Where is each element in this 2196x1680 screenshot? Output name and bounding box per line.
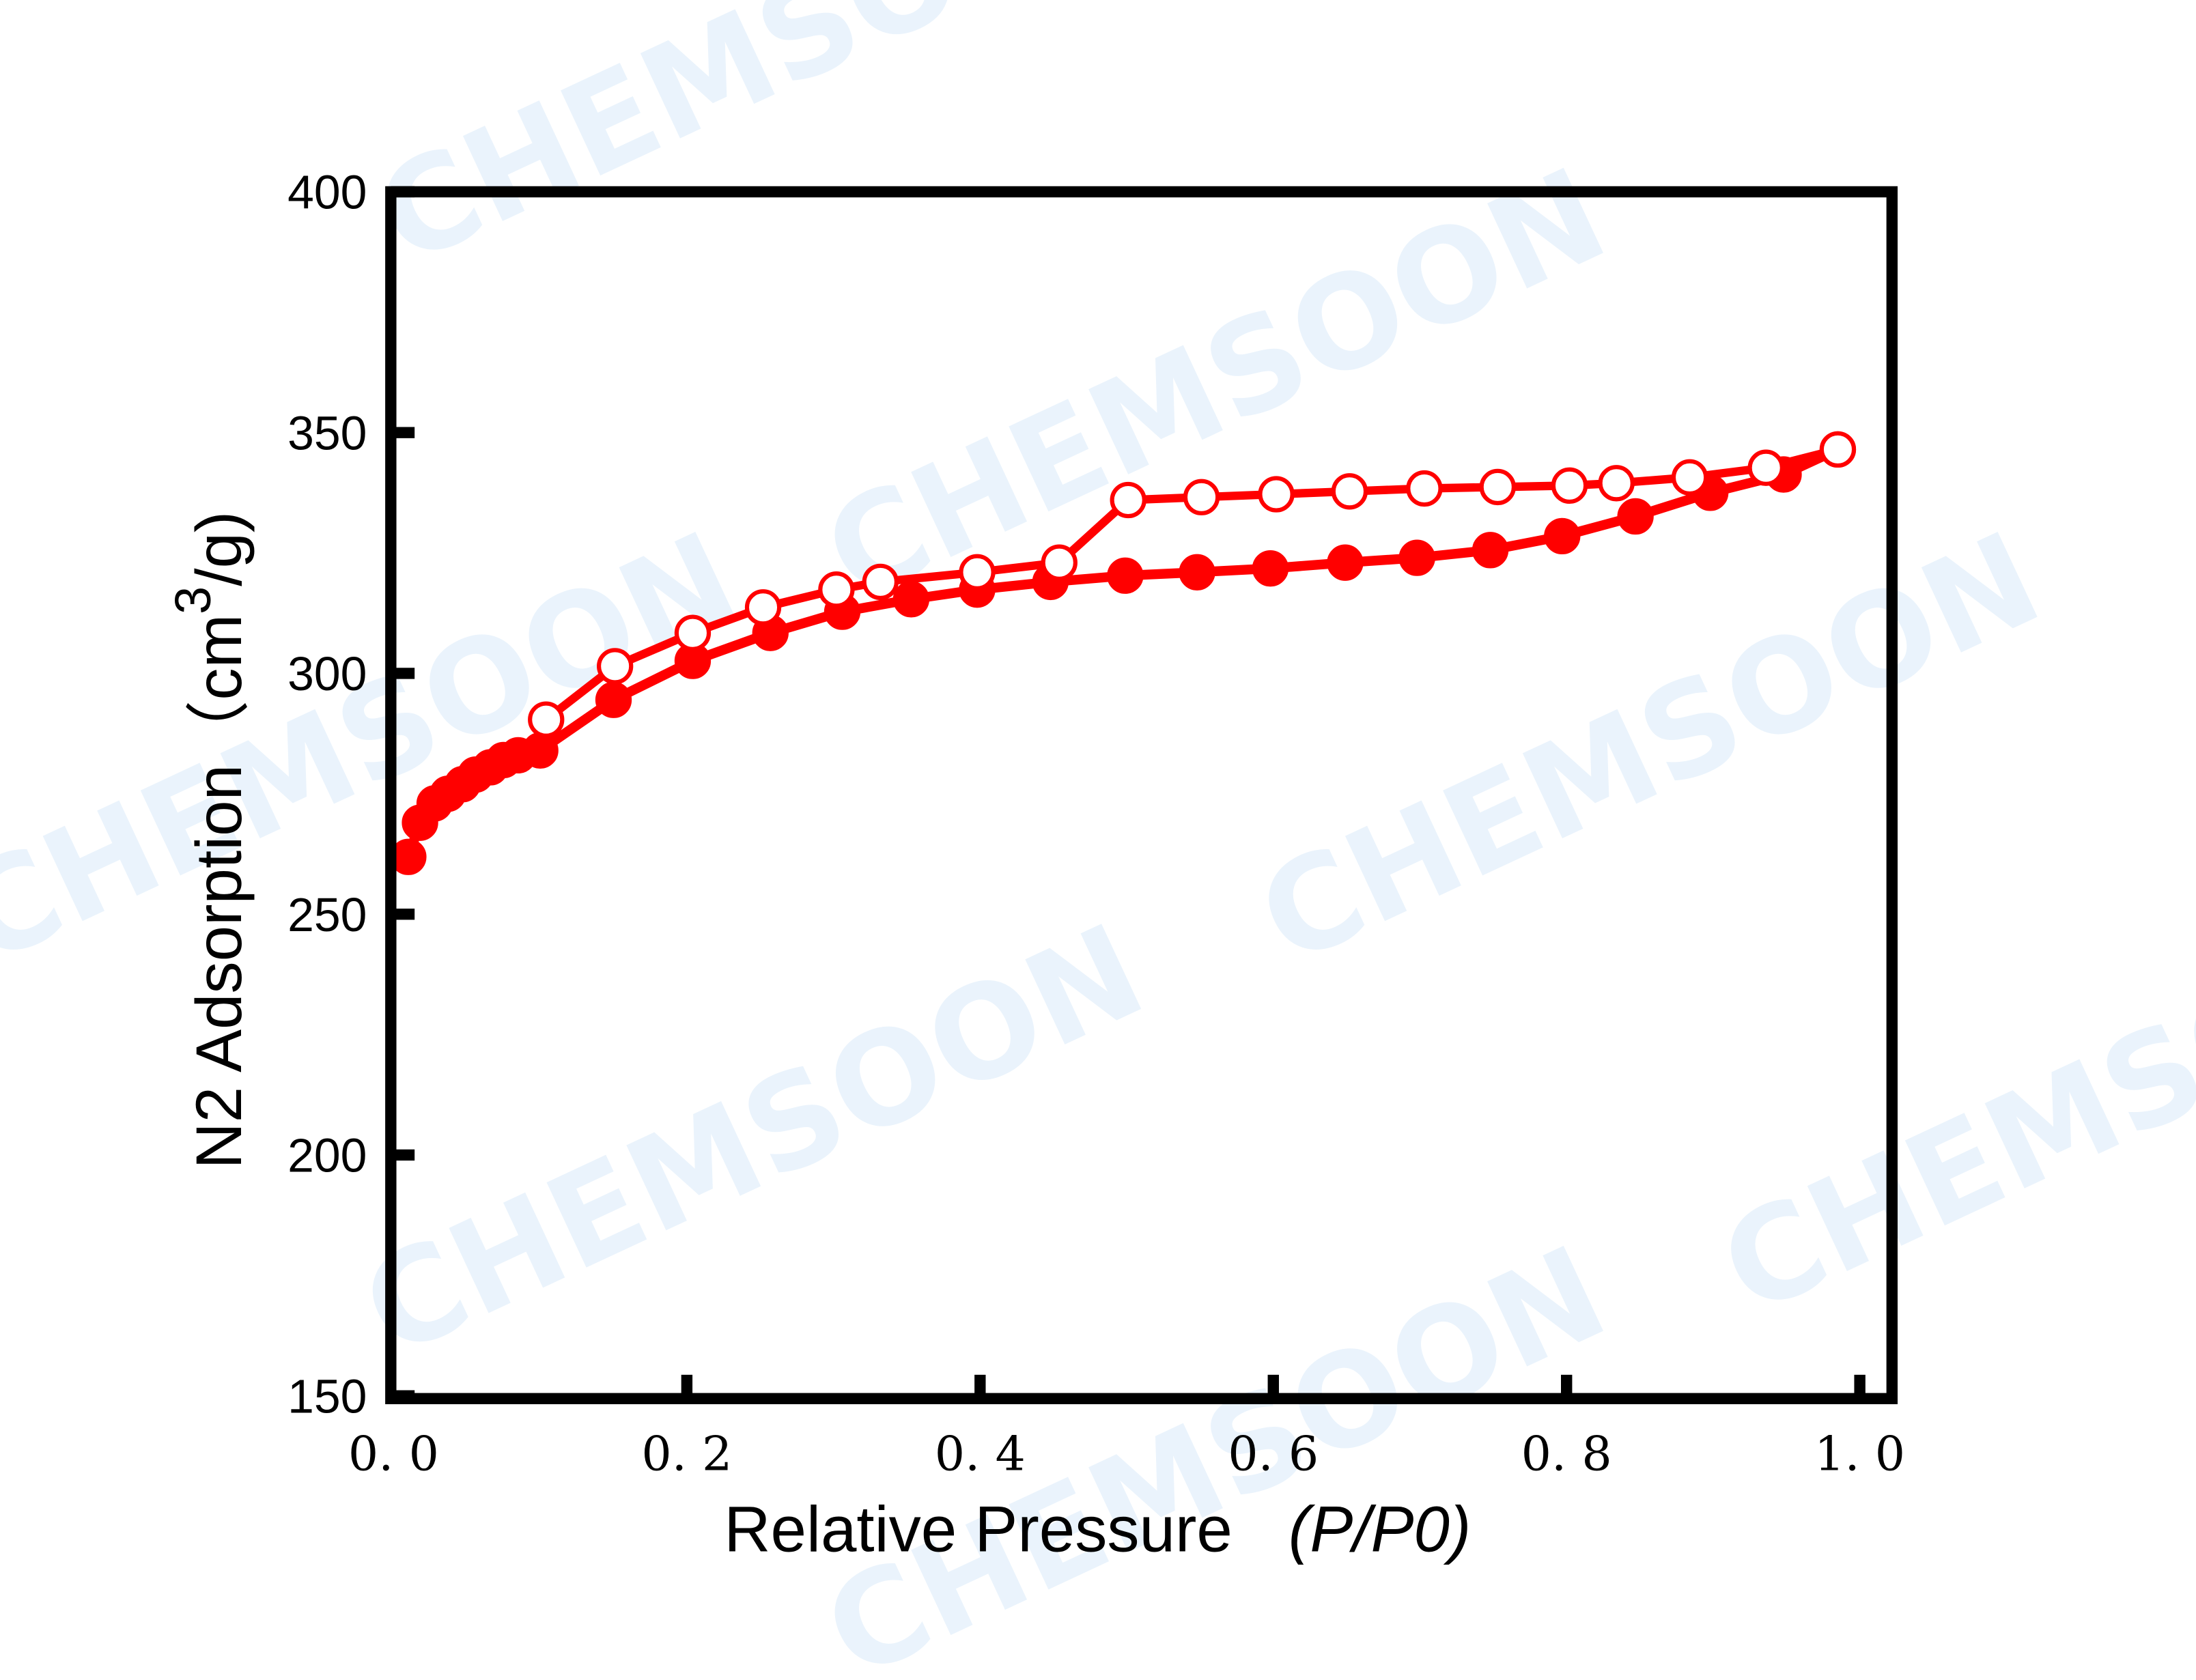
series-layer [390, 431, 1857, 875]
adsorption-point [1179, 554, 1215, 590]
desorption-point [1110, 481, 1146, 519]
desorption-point [597, 648, 634, 685]
adsorption-point [1472, 532, 1509, 569]
watermark-text: CHEMSOON [0, 504, 759, 994]
watermark-text: CHEMSOON [804, 1219, 1627, 1680]
desorption-point [818, 571, 855, 608]
watermark-text: CHEMSOON [1700, 854, 2196, 1343]
adsorption-point [892, 581, 930, 618]
x-tick-label: 0. 8 [1521, 1426, 1612, 1481]
y-axis-title: N2 Adsorption [183, 765, 255, 1169]
adsorption-point [1398, 539, 1435, 576]
y-axis-label: N2 Adsorption（cm3/g) [165, 511, 255, 1169]
desorption-point [744, 589, 782, 626]
y-tick-label: 350 [287, 406, 367, 459]
desorption-point [1258, 476, 1295, 513]
desorption-point [1819, 431, 1857, 468]
desorption-point [528, 701, 565, 738]
desorption-point [1331, 473, 1368, 510]
adsorption-point [1617, 498, 1654, 535]
y-tick-label: 200 [287, 1129, 367, 1182]
desorption-point [1551, 467, 1588, 504]
desorption-point [1183, 479, 1220, 515]
x-axis-unit: (P/P0) [1289, 1493, 1471, 1565]
adsorption-point [1252, 550, 1289, 587]
desorption-point [1406, 470, 1443, 507]
adsorption-point [522, 732, 559, 769]
adsorption-point [1544, 517, 1581, 555]
y-tick-label: 300 [287, 647, 367, 700]
watermark-text: CHEMSOON [1238, 504, 2061, 994]
desorption-point [862, 563, 899, 601]
x-tick-label: 1. 0 [1814, 1426, 1905, 1481]
y-axis-unit-sup: 3 [165, 586, 221, 614]
x-axis-label: Relative Pressure (P/P0) [724, 1493, 1471, 1565]
y-axis-unit: （cm [183, 614, 255, 765]
desorption-point [674, 614, 712, 651]
plot-frame [385, 186, 1898, 1404]
adsorption-point [1327, 544, 1364, 581]
svg-text:N2 Adsorption（cm3/g): N2 Adsorption（cm3/g) [165, 511, 255, 1169]
x-tick-label: 0. 2 [641, 1426, 732, 1481]
y-tick-label: 150 [287, 1369, 367, 1423]
y-axis-unit-suffix: /g) [183, 511, 255, 586]
watermark-text: CHEMSOON [342, 896, 1165, 1386]
x-tick-label: 0. 6 [1228, 1426, 1319, 1481]
x-tick-label: 0. 0 [348, 1426, 439, 1481]
desorption-point [1041, 544, 1078, 581]
x-axis-title: Relative Pressure [724, 1493, 1232, 1565]
y-tick-label: 400 [287, 166, 367, 219]
desorption-point [1671, 459, 1708, 496]
adsorption-point [1107, 557, 1144, 594]
ticks: 150 200 250 300 350 400 0. 0 0. 2 0. 4 0. 6 0. 8 1.… [287, 166, 1905, 1482]
desorption-point [959, 554, 996, 590]
adsorption-point [595, 681, 632, 718]
x-tick-label: 0. 4 [935, 1426, 1026, 1481]
y-tick-label: 250 [287, 888, 367, 941]
desorption-point [1598, 465, 1635, 502]
desorption-point [1479, 468, 1516, 506]
desorption-point [1747, 449, 1784, 486]
watermark-text: CHEMSOON [356, 0, 1179, 294]
